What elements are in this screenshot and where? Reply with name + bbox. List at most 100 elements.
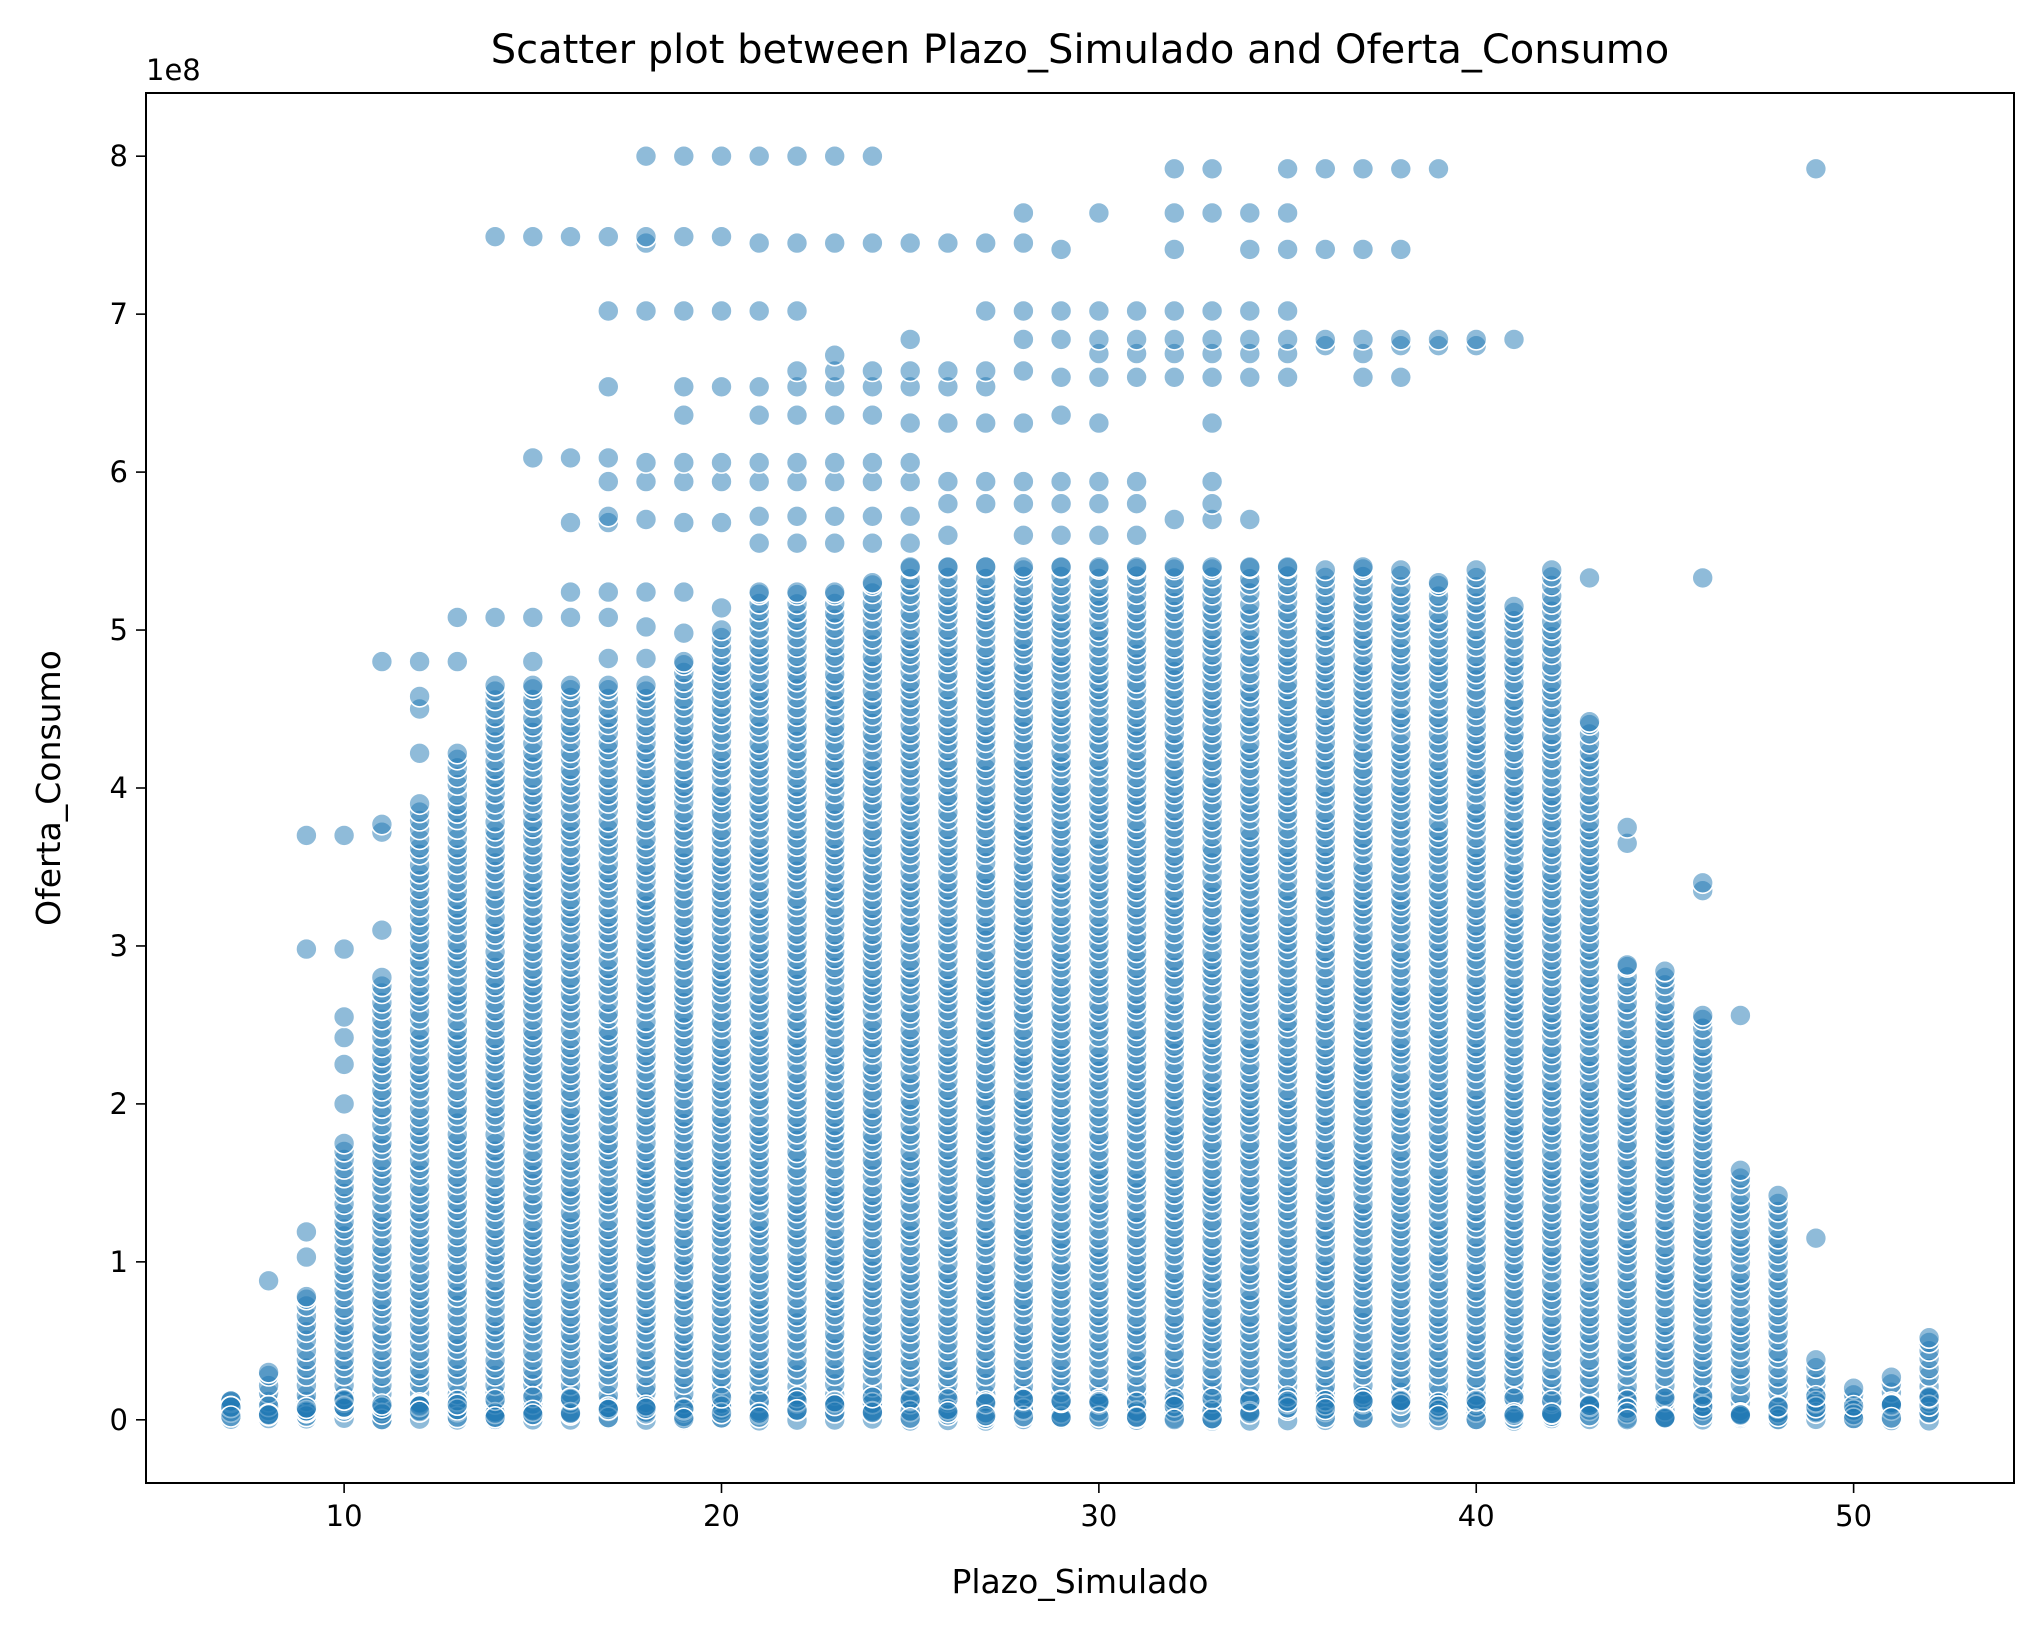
data-point xyxy=(521,606,545,629)
data-point xyxy=(823,504,847,528)
data-point xyxy=(672,470,696,493)
data-point xyxy=(747,470,771,493)
data-point xyxy=(596,470,620,493)
data-point xyxy=(332,1388,356,1411)
data-point xyxy=(1427,328,1450,351)
data-point xyxy=(785,359,809,383)
data-point xyxy=(1314,328,1337,351)
data-point xyxy=(710,596,733,620)
data-point xyxy=(521,225,545,248)
data-point xyxy=(1163,365,1186,389)
data-point xyxy=(861,231,884,255)
data-point xyxy=(974,470,998,493)
data-point xyxy=(898,411,922,435)
data-point xyxy=(861,531,884,555)
data-point xyxy=(1804,1226,1828,1250)
data-point xyxy=(1049,328,1073,351)
data-point xyxy=(861,571,884,595)
data-point xyxy=(408,650,431,673)
data-point xyxy=(257,1269,280,1293)
data-point xyxy=(747,403,771,427)
data-point xyxy=(559,580,582,604)
data-point xyxy=(257,1403,280,1427)
data-point xyxy=(1729,1004,1752,1027)
data-point xyxy=(370,650,394,673)
y-axis-ticks: 0 1 2 3 4 5 6 7 8 xyxy=(110,139,146,1437)
data-point xyxy=(672,403,696,427)
data-point xyxy=(483,673,507,697)
data-point xyxy=(1314,558,1337,582)
data-point xyxy=(596,446,620,470)
data-point xyxy=(332,1005,356,1029)
data-point xyxy=(1502,595,1526,618)
data-point xyxy=(1200,555,1224,579)
data-point xyxy=(596,1398,620,1421)
data-point xyxy=(785,470,809,493)
data-point xyxy=(1125,1405,1148,1429)
data-point xyxy=(1200,365,1224,389)
data-point xyxy=(634,470,658,493)
data-point xyxy=(332,1053,356,1076)
data-point xyxy=(483,606,507,629)
data-point xyxy=(823,470,847,493)
data-point xyxy=(1389,365,1413,389)
data-point xyxy=(634,508,658,531)
data-point xyxy=(1087,411,1111,435)
data-point xyxy=(1502,328,1526,351)
data-point xyxy=(370,966,394,989)
data-point xyxy=(1125,523,1148,547)
data-point xyxy=(1502,1404,1526,1427)
data-point xyxy=(936,555,960,579)
y-tick-label: 2 xyxy=(110,1087,128,1121)
x-tick-label: 50 xyxy=(1835,1499,1872,1533)
y-axis-label: Oferta_Consumo xyxy=(29,650,68,926)
data-point xyxy=(898,231,922,255)
data-points xyxy=(219,144,1941,1433)
data-point xyxy=(559,606,582,629)
data-point xyxy=(408,741,431,765)
data-point xyxy=(1389,1389,1413,1412)
data-point xyxy=(861,470,884,493)
data-point xyxy=(672,1407,696,1430)
data-point xyxy=(634,225,658,248)
y-tick-label: 8 xyxy=(110,139,128,173)
data-point xyxy=(1012,523,1035,547)
data-point xyxy=(672,511,696,534)
data-point xyxy=(1087,1390,1111,1414)
data-point xyxy=(1087,201,1111,225)
data-point xyxy=(634,451,658,474)
data-point xyxy=(1087,492,1111,516)
data-point xyxy=(332,1132,356,1155)
data-point xyxy=(1804,1384,1828,1408)
data-point xyxy=(747,504,771,528)
data-point xyxy=(1087,365,1111,389)
data-point xyxy=(596,580,620,604)
data-point xyxy=(1276,299,1299,323)
data-point xyxy=(1276,201,1299,225)
data-point xyxy=(936,231,960,255)
data-point xyxy=(785,504,809,528)
data-point xyxy=(1276,157,1299,181)
data-point xyxy=(710,470,733,493)
data-point xyxy=(1464,328,1488,351)
y-offset-label: 1e8 xyxy=(146,53,201,87)
data-point xyxy=(1163,299,1186,323)
data-point xyxy=(634,647,658,670)
data-point xyxy=(1238,365,1262,389)
data-point xyxy=(1314,157,1337,181)
data-point xyxy=(1389,328,1413,351)
data-point xyxy=(1464,1389,1488,1412)
data-point xyxy=(1351,555,1375,579)
data-point xyxy=(445,741,469,765)
data-point xyxy=(1615,1408,1639,1431)
data-point xyxy=(1200,1387,1224,1410)
data-point xyxy=(898,531,922,555)
data-point xyxy=(672,650,696,673)
data-point xyxy=(974,1404,998,1427)
data-point xyxy=(823,531,847,555)
data-point xyxy=(785,531,809,555)
data-point xyxy=(1012,1388,1035,1411)
data-point xyxy=(974,411,998,435)
data-point xyxy=(861,504,884,528)
data-point xyxy=(295,1285,318,1308)
